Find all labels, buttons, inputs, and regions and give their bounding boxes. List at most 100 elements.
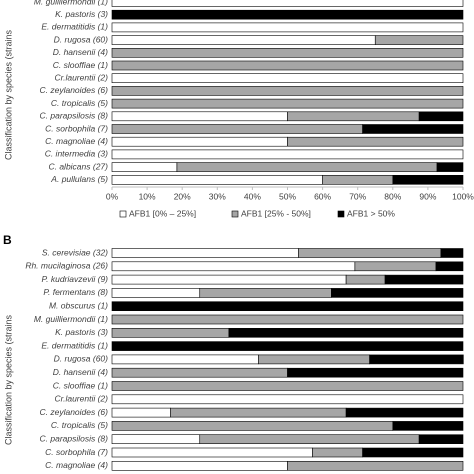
legend-label: AFB1 [0% – 25%] xyxy=(129,208,196,218)
legend-swatch xyxy=(119,210,127,218)
bar-segment xyxy=(436,162,464,172)
bar-segment xyxy=(111,60,464,71)
bar-segment xyxy=(228,327,464,338)
x-tick-label: 10% xyxy=(139,191,156,201)
bar-segment xyxy=(111,407,171,418)
legend-label: AFB1 > 50% xyxy=(347,208,395,218)
category-label: P. kudriavzevii (9) xyxy=(42,274,109,284)
category-label: C. zeylanoides (6) xyxy=(39,407,108,417)
bar-segment xyxy=(362,447,464,458)
bar-segment xyxy=(111,367,288,378)
category-label: Cr.laurentii (2) xyxy=(54,394,108,404)
bar-segment xyxy=(345,274,386,285)
bar-segment xyxy=(418,434,464,445)
bar-segment xyxy=(258,354,370,365)
bar-segment xyxy=(384,274,464,285)
category-label: C. slooffiae (1) xyxy=(53,380,108,390)
bar-segment xyxy=(287,460,464,471)
bar-segment xyxy=(111,111,288,122)
category-label: D. rugosa (60) xyxy=(54,34,108,44)
bar-segment xyxy=(111,136,288,147)
x-tick-label: 0% xyxy=(106,191,119,201)
bar-segment xyxy=(298,248,442,258)
x-tick-label: 50% xyxy=(279,191,296,201)
x-tick-label: 40% xyxy=(244,191,261,201)
bar-segment xyxy=(312,447,363,458)
category-label: S. cerevisiae (32) xyxy=(42,247,108,257)
category-label: M. guilliermondii (1) xyxy=(34,314,108,324)
bar-segment xyxy=(435,261,464,272)
legend-swatch xyxy=(337,210,345,218)
category-label: C. sorbophila (7) xyxy=(45,447,108,457)
bar-segment xyxy=(111,447,313,458)
x-tick-label: 80% xyxy=(384,191,401,201)
bar-segment xyxy=(111,314,464,325)
bar-segment xyxy=(111,341,464,351)
bar-segment xyxy=(322,175,394,185)
bar-segment xyxy=(111,162,178,172)
bar-segment xyxy=(199,434,420,445)
legend-label: AFB1 [25% - 50%] xyxy=(241,208,311,218)
bar-segment xyxy=(111,22,464,33)
bar-segment xyxy=(111,73,464,83)
category-label: K. pastoris (3) xyxy=(55,327,108,337)
bar-segment xyxy=(111,354,259,365)
bar-segment xyxy=(287,367,464,378)
bar-segment xyxy=(374,35,464,45)
bar-segment xyxy=(111,86,464,96)
bar-segment xyxy=(111,0,464,7)
category-label: C. parapsilosis (8) xyxy=(40,433,109,443)
category-label: M. obscurus (1) xyxy=(49,300,108,310)
bar-segment xyxy=(111,434,201,445)
category-label: C. slooffiae (1) xyxy=(53,60,108,70)
category-label: Rh. mucilaginosa (26) xyxy=(25,261,108,271)
category-label: E. dermatitidis (1) xyxy=(41,340,108,350)
bar-segment xyxy=(111,9,464,20)
bar-segment xyxy=(170,407,347,418)
category-label: C. magnoliae (4) xyxy=(45,136,108,146)
bar-segment xyxy=(111,175,323,185)
x-tick-label: 70% xyxy=(349,191,366,201)
x-tick-label: 90% xyxy=(419,191,436,201)
category-label: C. tropicalis (5) xyxy=(51,420,108,430)
category-label: C. sorbophila (7) xyxy=(45,123,108,133)
category-label: E. dermatitidis (1) xyxy=(41,22,108,32)
category-label: D. rugosa (60) xyxy=(54,354,108,364)
bar-segment xyxy=(287,136,464,147)
panel-label: B xyxy=(3,233,12,247)
x-tick-label: 60% xyxy=(314,191,331,201)
bar-segment xyxy=(111,35,376,45)
y-axis-label: Classification by species (strains xyxy=(3,29,13,160)
bar-segment xyxy=(111,274,347,285)
bar-segment xyxy=(111,288,201,298)
bar-segment xyxy=(111,327,230,338)
category-label: P. fermentans (8) xyxy=(43,287,108,297)
bar-segment xyxy=(111,124,363,134)
category-label: C. intermedia (3) xyxy=(45,149,108,159)
bar-segment xyxy=(345,407,464,418)
bar-segment xyxy=(418,111,464,122)
bar-segment xyxy=(362,124,464,134)
bar-segment xyxy=(111,460,288,471)
bar-segment xyxy=(369,354,464,365)
bar-segment xyxy=(111,47,464,58)
category-label: M. guilliermondii (1) xyxy=(34,0,108,6)
category-label: C. magnoliae (4) xyxy=(45,460,108,470)
bar-segment xyxy=(111,98,464,109)
x-tick-label: 30% xyxy=(209,191,226,201)
category-label: A. pullulans (5) xyxy=(50,174,108,184)
bar-segment xyxy=(440,248,464,258)
bar-segment xyxy=(111,394,464,405)
category-label: C. zeylanoides (6) xyxy=(39,85,108,95)
bar-segment xyxy=(111,261,356,272)
bar-segment xyxy=(111,301,464,312)
category-label: D. hansenii (4) xyxy=(53,367,108,377)
bar-segment xyxy=(331,288,464,298)
bar-segment xyxy=(354,261,437,272)
bar-segment xyxy=(392,421,464,431)
bar-segment xyxy=(287,111,420,122)
category-label: D. hansenii (4) xyxy=(53,47,108,57)
bar-segment xyxy=(111,381,464,391)
bar-segment xyxy=(111,248,299,258)
